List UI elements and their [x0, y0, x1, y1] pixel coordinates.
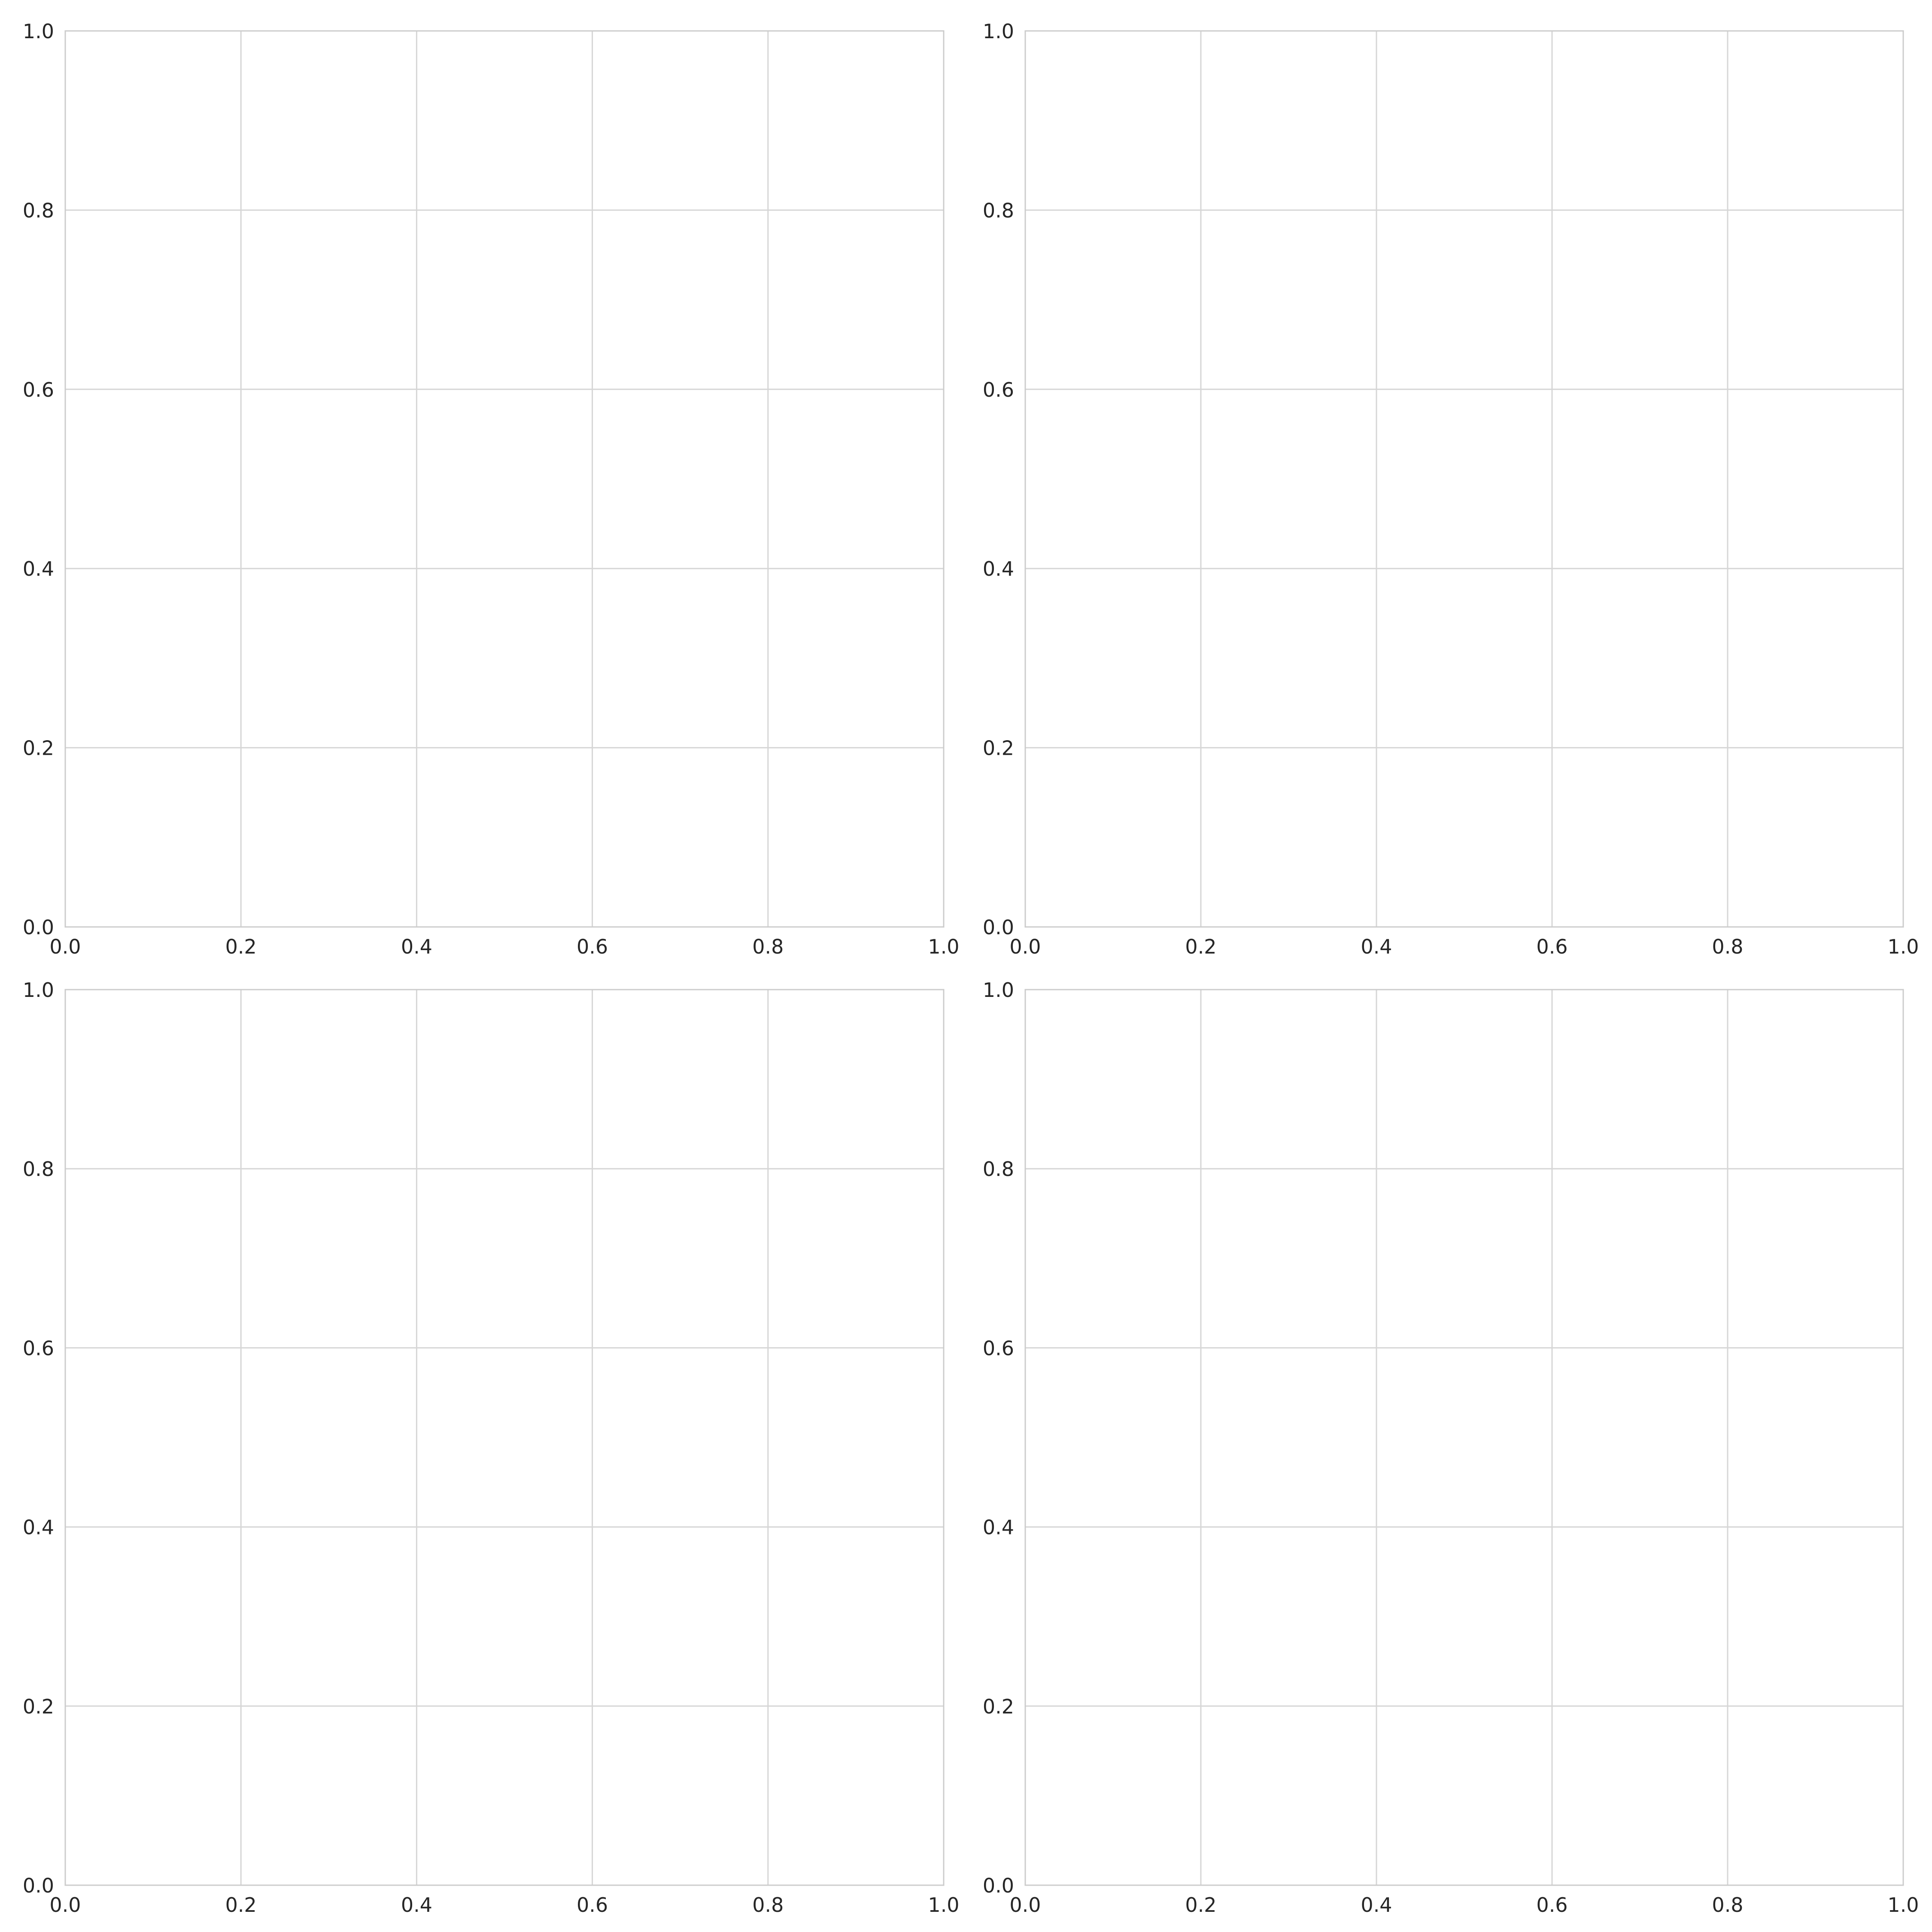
- y-tick-label: 0.6: [23, 1337, 54, 1360]
- plot-area: [1024, 30, 1904, 928]
- y-tick-label: 0.0: [983, 916, 1014, 939]
- y-tick-label: 0.6: [23, 378, 54, 401]
- axes-spines: [64, 30, 945, 928]
- plot-area: [64, 989, 945, 1886]
- y-tick-label: 1.0: [983, 978, 1014, 1002]
- y-tick-label: 0.4: [983, 1516, 1014, 1539]
- x-tick-label: 0.2: [225, 1893, 257, 1917]
- y-tick-label: 0.2: [983, 1695, 1014, 1718]
- x-tick-label: 0.8: [752, 1893, 784, 1917]
- y-tick-label: 1.0: [23, 20, 54, 43]
- plot-area: [64, 30, 945, 928]
- y-tick-label: 0.8: [23, 199, 54, 222]
- y-tick-label: 0.8: [983, 1157, 1014, 1181]
- y-tick-label: 0.0: [23, 1874, 54, 1897]
- x-tick-label: 0.2: [1185, 1893, 1216, 1917]
- x-tick-label: 0.4: [1361, 1893, 1392, 1917]
- axes-spines: [1024, 989, 1904, 1886]
- y-tick-label: 0.0: [23, 916, 54, 939]
- y-tick-label: 0.2: [23, 737, 54, 760]
- x-tick-label: 1.0: [1887, 1893, 1919, 1917]
- x-tick-label: 1.0: [928, 935, 959, 958]
- x-tick-label: 1.0: [928, 1893, 959, 1917]
- x-tick-label: 0.6: [577, 935, 608, 958]
- x-tick-label: 0.0: [1009, 1893, 1041, 1917]
- x-tick-label: 0.2: [225, 935, 257, 958]
- y-tick-label: 0.0: [983, 1874, 1014, 1897]
- x-tick-label: 0.0: [49, 1893, 81, 1917]
- y-tick-label: 1.0: [983, 20, 1014, 43]
- axes-spines: [64, 989, 945, 1886]
- y-tick-label: 0.8: [983, 199, 1014, 222]
- x-tick-label: 0.6: [1536, 935, 1567, 958]
- axes-spines: [1024, 30, 1904, 928]
- x-tick-label: 0.6: [1536, 1893, 1567, 1917]
- axes-bottom-right: 0.0 0.2 0.4 0.6 0.8 1.0 0.0 0.2 0.4 0.6 0.8 1.0: [983, 978, 1919, 1917]
- x-tick-label: 0.0: [49, 935, 81, 958]
- y-tick-label: 0.2: [23, 1695, 54, 1718]
- y-tick-label: 1.0: [23, 978, 54, 1002]
- x-tick-label: 0.0: [1009, 935, 1041, 958]
- y-tick-label: 0.8: [23, 1157, 54, 1181]
- x-tick-label: 0.2: [1185, 935, 1216, 958]
- y-tick-label: 0.4: [983, 557, 1014, 580]
- y-tick-label: 0.4: [23, 1516, 54, 1539]
- x-tick-label: 0.4: [401, 1893, 432, 1917]
- x-tick-label: 0.8: [1712, 935, 1743, 958]
- x-tick-label: 0.8: [752, 935, 784, 958]
- axes-top-right: 0.0 0.2 0.4 0.6 0.8 1.0 0.0 0.2 0.4 0.6 0.8 1.0: [983, 20, 1919, 958]
- x-tick-label: 0.4: [1361, 935, 1392, 958]
- y-tick-label: 0.4: [23, 557, 54, 580]
- x-tick-label: 0.4: [401, 935, 432, 958]
- y-tick-label: 0.2: [983, 737, 1014, 760]
- axes-bottom-left: 0.0 0.2 0.4 0.6 0.8 1.0 0.0 0.2 0.4 0.6 0.8 1.0: [23, 978, 960, 1917]
- x-tick-label: 1.0: [1887, 935, 1919, 958]
- y-tick-label: 0.6: [983, 1337, 1014, 1360]
- axes-top-left: 0.0 0.2 0.4 0.6 0.8 1.0 0.0 0.2 0.4 0.6 0.8 1.0: [23, 20, 960, 958]
- x-tick-label: 0.8: [1712, 1893, 1743, 1917]
- y-tick-label: 0.6: [983, 378, 1014, 401]
- x-tick-label: 0.6: [577, 1893, 608, 1917]
- plot-area: [1024, 989, 1904, 1886]
